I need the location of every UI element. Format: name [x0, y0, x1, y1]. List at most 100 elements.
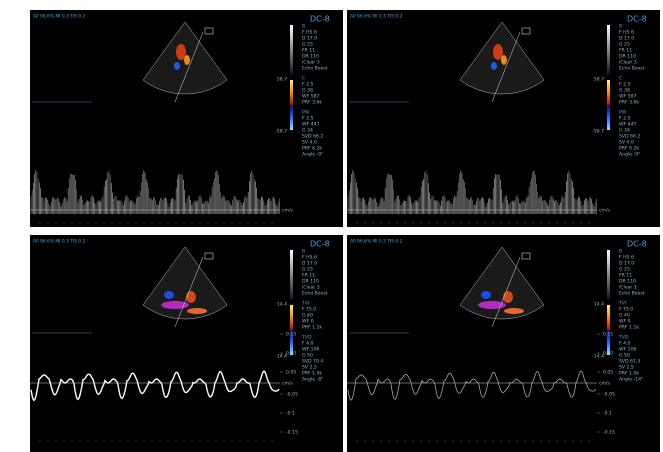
- mode-label: B: [619, 24, 622, 30]
- parameter: iClear 3: [302, 285, 320, 291]
- mode-label: TVD: [301, 335, 312, 341]
- parameter: WF 106: [619, 347, 636, 353]
- ultrasound-panel: AP 96.6% MI 0.3 TIS 0.2 DC-8 14.4 -14.4 BF H…: [30, 235, 343, 452]
- header: AP 96.6% MI 0.3 TIS 0.2: [350, 239, 403, 245]
- scale-label: -0.05: [286, 392, 298, 398]
- parameter: D 17.0: [302, 261, 317, 267]
- scale-label: 0.10: [603, 351, 613, 357]
- velocity-unit: cm/s: [282, 381, 294, 387]
- parameter: F 2.5: [619, 116, 630, 122]
- parameter: WF 106: [302, 347, 319, 353]
- mode-label: TVD: [618, 335, 629, 341]
- parameter: D 17.0: [302, 36, 317, 42]
- parameter: G 34: [302, 128, 313, 134]
- parameter: F H5.6: [302, 30, 317, 36]
- scale-label: 0.10: [286, 351, 296, 357]
- color-flow: [176, 44, 186, 60]
- color-flow: [503, 291, 513, 303]
- velocity-unit: cm/s: [599, 208, 611, 214]
- color-flow: [504, 308, 524, 314]
- scale-label: -0.15: [603, 430, 615, 436]
- ultrasound-panel: AP 96.6% MI 0.3 TIS 0.2 DC-8 58.7 -58.7 BF H…: [30, 10, 343, 227]
- parameter: Echo Boost: [302, 291, 328, 297]
- parameter: SV 2.5: [619, 365, 634, 371]
- parameter: PRF 1.1k: [619, 325, 639, 331]
- parameter: WF 0: [619, 319, 631, 325]
- probe-name: DC-8: [310, 240, 330, 249]
- parameter: PRF 1.0k: [619, 371, 639, 377]
- parameter: DR 110: [619, 279, 636, 285]
- parameter: WF 0: [302, 319, 314, 325]
- parameter: G 25: [302, 42, 313, 48]
- parameter: iClear 3: [302, 60, 320, 66]
- color-bar-min: -58.7: [275, 129, 287, 135]
- parameter: Echo Boost: [619, 66, 645, 72]
- color-flow: [501, 55, 507, 65]
- parameter: PRF 6.2k: [619, 146, 639, 152]
- mode-label: TVI: [301, 301, 309, 307]
- parameter: G 25: [619, 42, 630, 48]
- mode-label: TVI: [618, 301, 626, 307]
- gray-bar: [290, 25, 293, 75]
- parameter: F H5.6: [619, 255, 634, 261]
- gray-bar: [290, 250, 293, 300]
- tissue-trace: [30, 370, 280, 402]
- parameter: G 50: [302, 353, 313, 359]
- mode-label: PW: [619, 110, 627, 116]
- probe-name: DC-8: [310, 15, 330, 24]
- color-bar: [607, 305, 610, 355]
- mode-label: C: [302, 76, 305, 82]
- parameter: F H5.6: [302, 255, 317, 261]
- color-bar-max: 14.4: [594, 302, 604, 308]
- mode-label: B: [302, 24, 305, 30]
- parameter: DR 110: [619, 54, 636, 60]
- scale-label: 0.05: [603, 370, 613, 376]
- parameter: F 2.5: [302, 82, 313, 88]
- parameter: G 38: [302, 88, 313, 94]
- cursor-line: [491, 31, 521, 103]
- color-bar: [290, 80, 293, 130]
- ultrasound-panel: AP 96.6% MI 0.3 TIS 0.2 DC-8 14.4 -14.4 BF H…: [347, 235, 660, 452]
- parameter: iClear 3: [619, 60, 637, 66]
- parameter: F 2.5: [302, 116, 313, 122]
- scale-label: 0.15: [603, 332, 613, 338]
- parameter: G 40: [619, 313, 630, 319]
- parameter: FR 11: [302, 48, 315, 54]
- parameter: Angle -9°: [619, 152, 640, 158]
- parameter: F T5.0: [619, 307, 633, 313]
- sector: [142, 246, 228, 320]
- color-bar-max: 58.7: [277, 77, 287, 83]
- ultrasound-panel: AP 96.6% MI 0.3 TIS 0.2 DC-8 58.7 -58.7 BF H…: [347, 10, 660, 227]
- parameter: WF 587: [302, 94, 319, 100]
- parameter: Echo Boost: [302, 66, 328, 72]
- parameter: SV 4.0: [302, 140, 317, 146]
- color-bar: [290, 305, 293, 355]
- color-bar-min: -58.7: [592, 129, 604, 135]
- parameter: Angle -9°: [302, 152, 323, 158]
- parameter: G 25: [619, 267, 630, 273]
- parameter: Echo Boost: [619, 291, 645, 297]
- sector-icon: [521, 252, 531, 260]
- mode-label: B: [619, 249, 622, 255]
- parameter: SVD 66.2: [619, 134, 640, 140]
- color-flow: [478, 301, 506, 309]
- parameter: iClear 3: [619, 285, 637, 291]
- parameter: G 34: [619, 128, 630, 134]
- probe-name: DC-8: [627, 240, 647, 249]
- parameter: F T5.0: [302, 307, 316, 313]
- color-bar-max: 14.4: [277, 302, 287, 308]
- parameter: WF 587: [619, 94, 636, 100]
- parameter: PRF 1.0k: [302, 371, 322, 377]
- parameter: F 4.0: [302, 341, 313, 347]
- scale-label: 0.15: [286, 332, 296, 338]
- color-flow: [186, 291, 196, 303]
- parameter: D 17.0: [619, 36, 634, 42]
- color-flow: [184, 55, 190, 65]
- color-flow: [164, 291, 174, 299]
- parameter: G 40: [302, 313, 313, 319]
- gray-bar: [607, 25, 610, 75]
- mode-label: PW: [302, 110, 310, 116]
- scale-label: -0.1: [286, 411, 295, 417]
- tissue-trace: [347, 370, 597, 401]
